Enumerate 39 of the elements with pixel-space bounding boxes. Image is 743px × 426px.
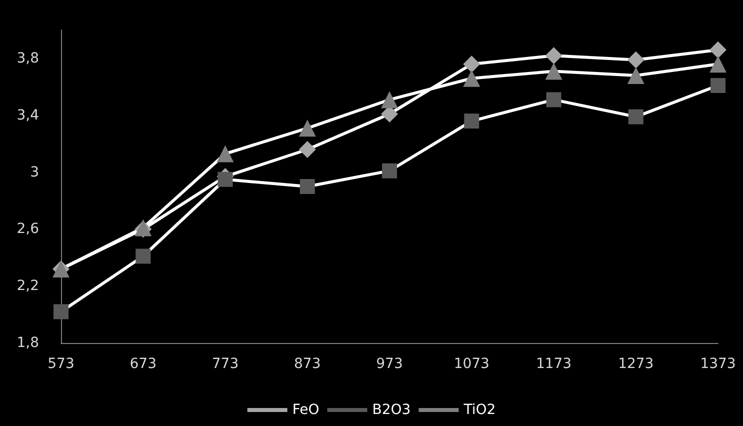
- legend-label: B2O3: [372, 402, 411, 418]
- point: [710, 78, 726, 93]
- x-tick-label: 973: [376, 356, 403, 372]
- point: [464, 114, 480, 129]
- point: [627, 67, 644, 84]
- x-tick-label: 1273: [618, 356, 654, 372]
- point: [463, 56, 480, 73]
- x-tick-label: 1073: [454, 356, 490, 372]
- point: [54, 304, 68, 320]
- y-tick-label: 1,8: [16, 335, 39, 351]
- y-tick-label: 2,2: [16, 278, 39, 294]
- y-tick-label: 3,8: [16, 50, 39, 66]
- point: [710, 56, 726, 73]
- point: [710, 41, 726, 58]
- point: [382, 163, 397, 178]
- legend-label: TiO2: [462, 402, 496, 418]
- x-tick-label: 773: [212, 356, 239, 372]
- point: [298, 141, 316, 158]
- x-tick-label: 573: [48, 356, 74, 372]
- y-tick-label: 3,4: [16, 107, 40, 124]
- point: [545, 62, 562, 80]
- point: [218, 172, 233, 187]
- x-tick-label: 1173: [536, 356, 572, 372]
- y-tick-label: 3: [30, 164, 39, 180]
- point: [300, 179, 315, 194]
- point: [627, 51, 644, 68]
- point: [628, 109, 644, 124]
- point: [216, 145, 234, 162]
- point: [463, 70, 480, 87]
- point: [298, 120, 316, 137]
- x-tick-label: 673: [130, 356, 156, 372]
- point: [381, 91, 398, 108]
- legend-label: FeO: [292, 402, 320, 418]
- y-tick-label: 2,6: [16, 221, 40, 238]
- x-tick-label: 1373: [700, 356, 736, 372]
- point: [545, 47, 562, 64]
- point: [546, 92, 562, 108]
- point: [136, 248, 151, 264]
- x-tick-label: 873: [294, 356, 321, 372]
